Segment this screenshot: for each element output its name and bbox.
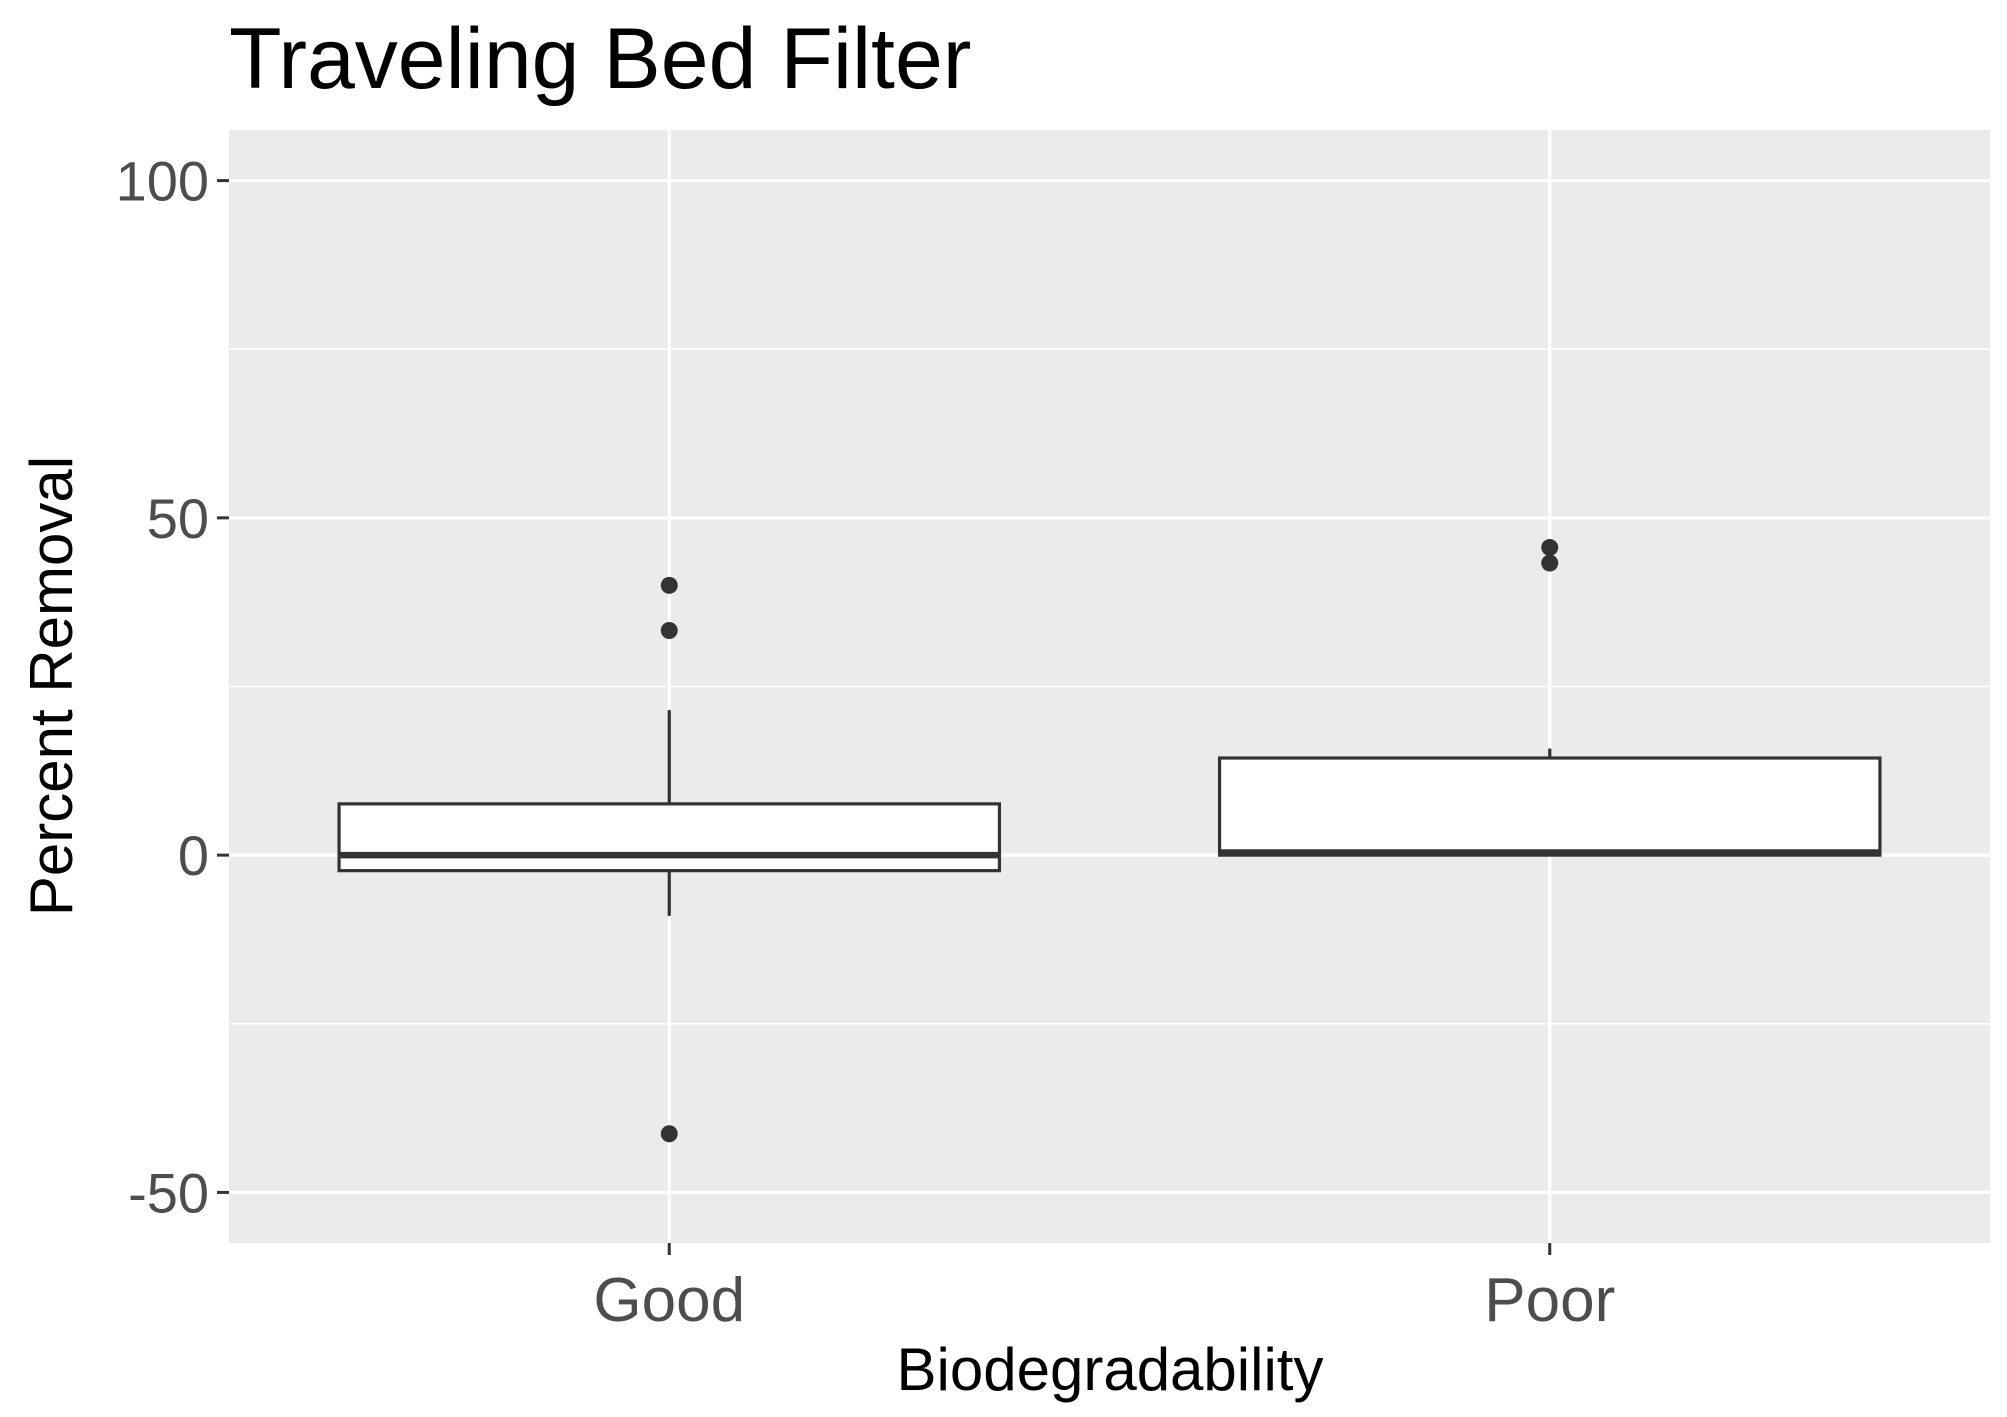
grid-lines <box>229 130 1990 1243</box>
x-tick-label: Poor <box>1484 1266 1615 1335</box>
x-tick-label: Good <box>593 1266 745 1335</box>
y-tick-label: 100 <box>116 150 209 213</box>
x-axis: Good Poor <box>593 1243 1615 1335</box>
y-tick-label: 50 <box>147 487 209 550</box>
outlier-point <box>660 1125 678 1143</box>
outlier-point <box>1541 554 1559 572</box>
y-axis-title: Percent Removal <box>18 456 85 916</box>
y-tick-label: 0 <box>178 824 209 887</box>
box-body <box>337 802 1002 873</box>
outlier-point <box>660 576 678 594</box>
outlier-point <box>660 622 678 640</box>
box-poor <box>1217 539 1882 857</box>
y-axis: -50 0 50 100 <box>116 150 229 1224</box>
outlier-point <box>1541 539 1559 557</box>
box-layer <box>337 539 1882 1143</box>
box-body <box>1217 756 1882 857</box>
y-tick-label: -50 <box>128 1161 209 1224</box>
chart-title: Traveling Bed Filter <box>229 11 971 107</box>
box-good <box>337 576 1002 1143</box>
x-axis-title: Biodegradability <box>897 1336 1324 1403</box>
